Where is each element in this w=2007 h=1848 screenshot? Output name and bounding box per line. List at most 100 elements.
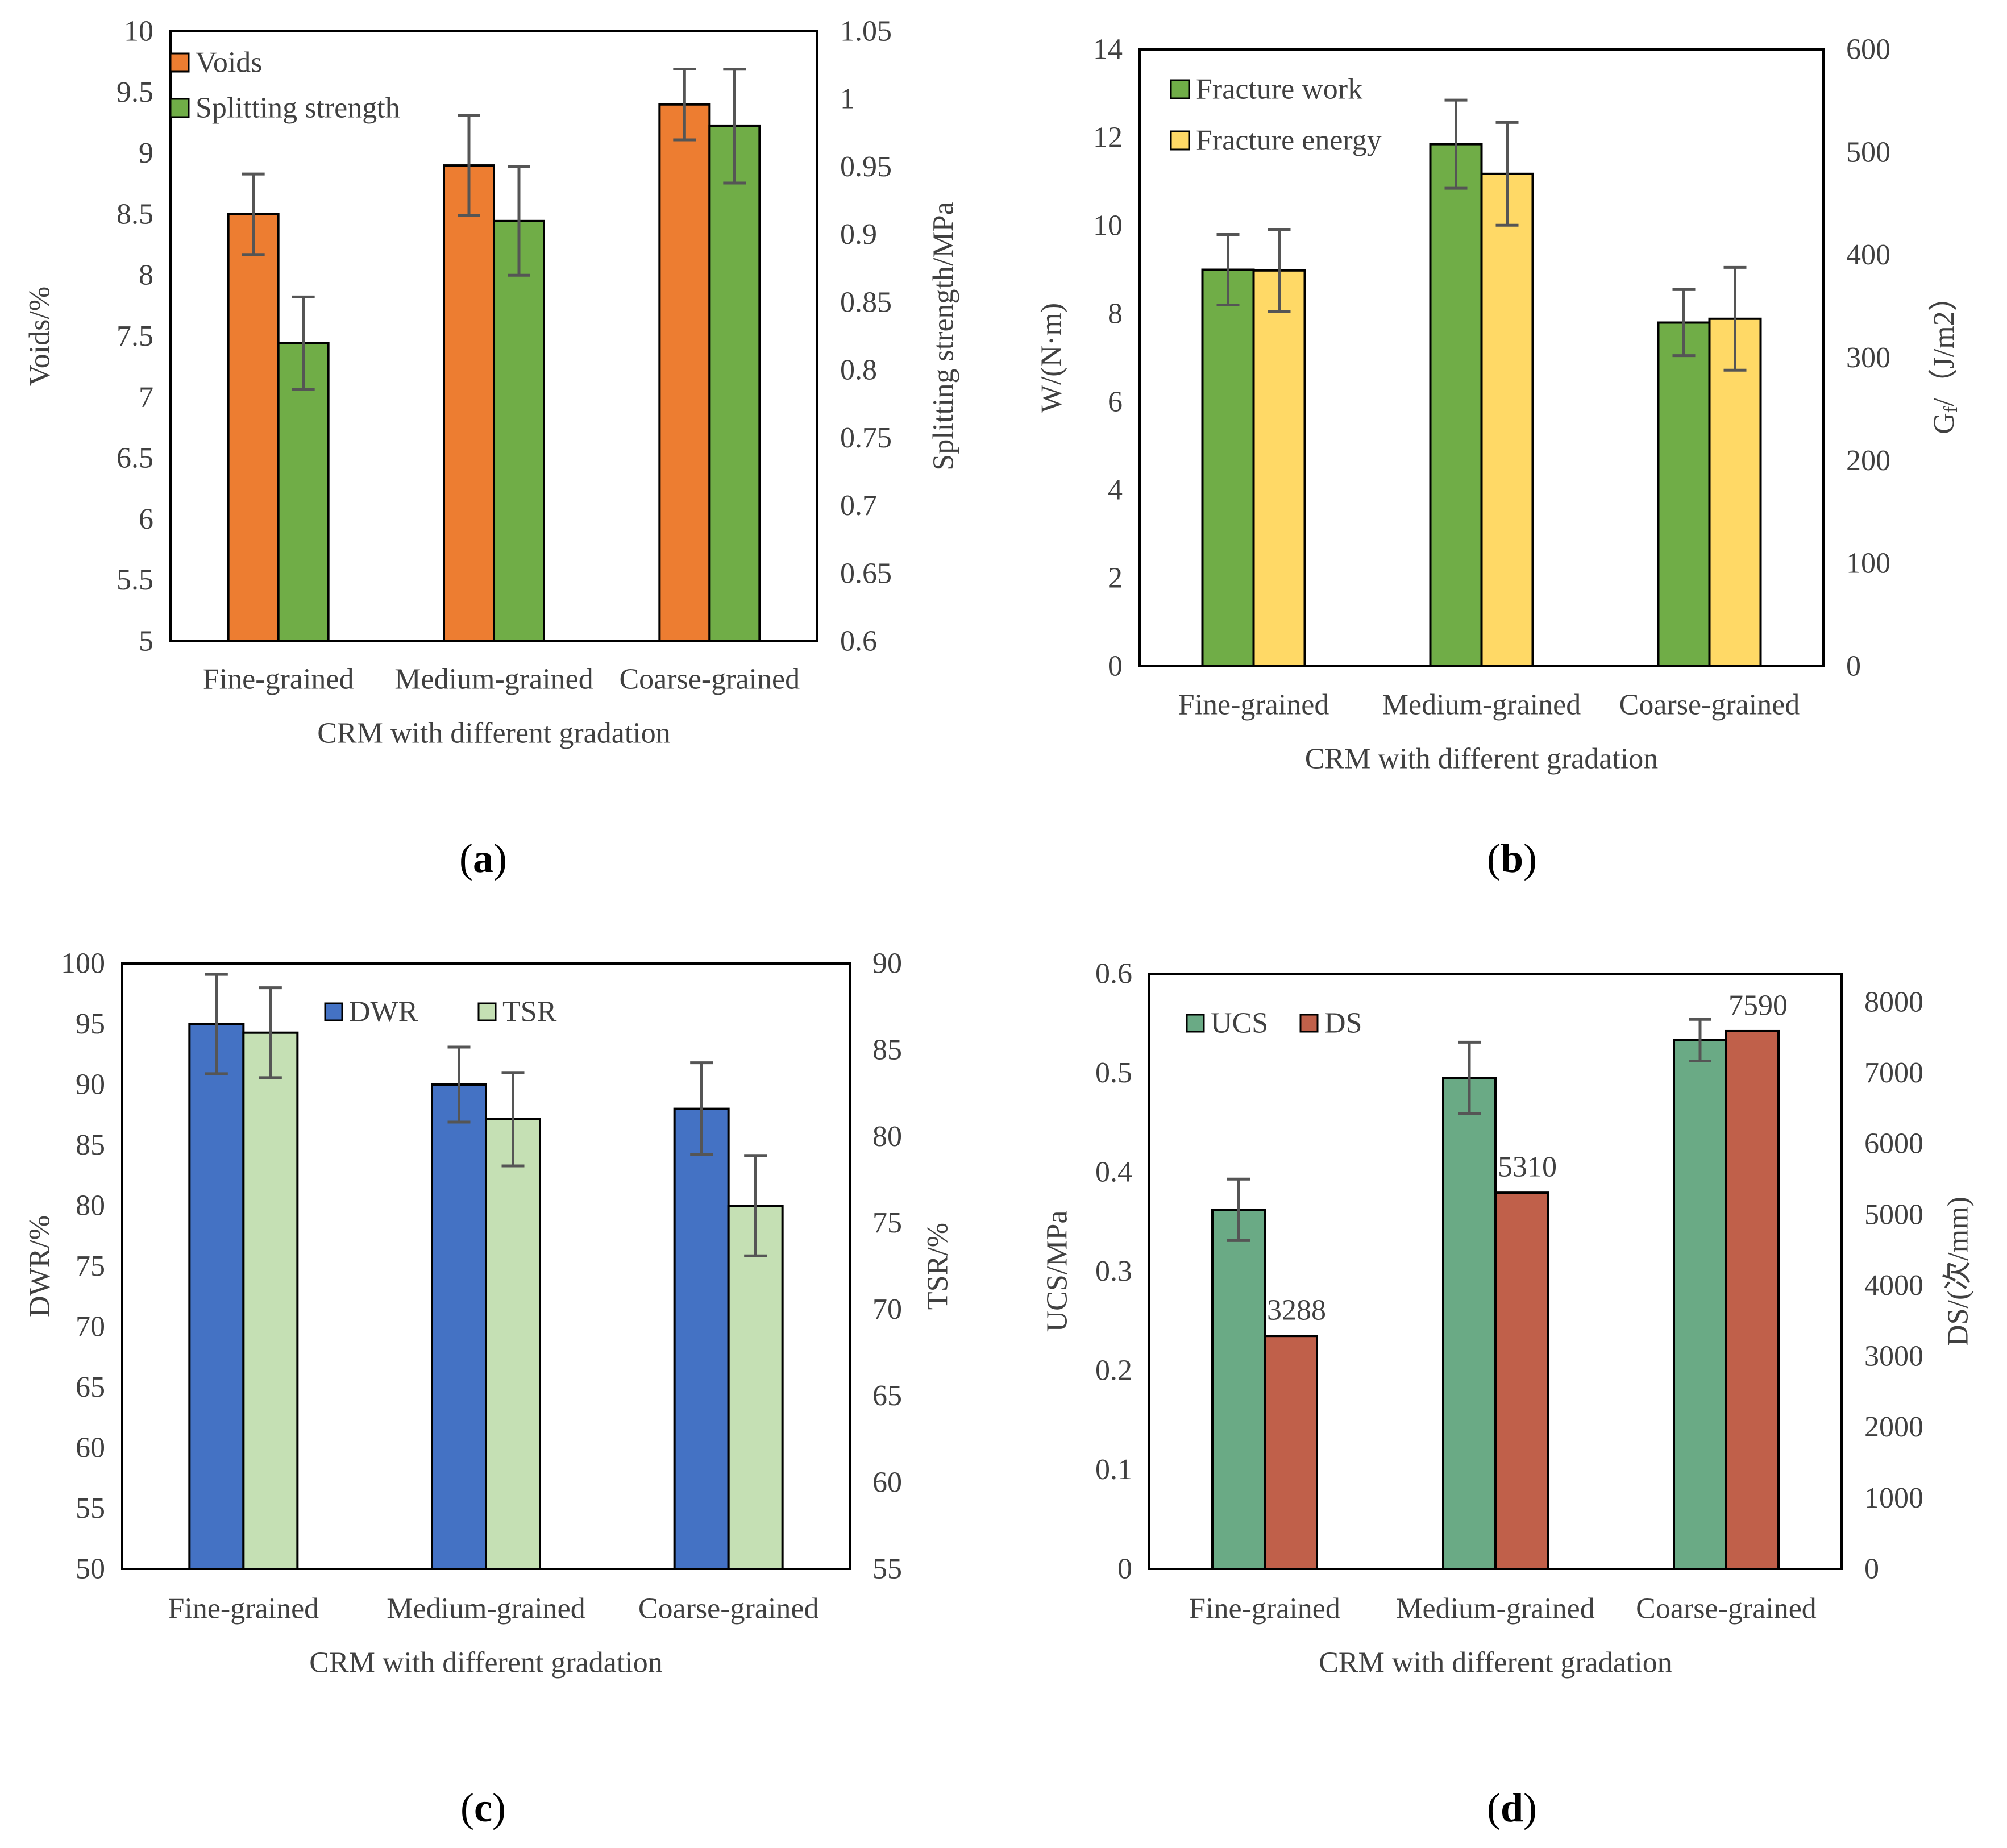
legend-label: Voids bbox=[196, 47, 263, 79]
bar-fracture-work bbox=[1657, 321, 1711, 667]
bar-fracture-work bbox=[1201, 268, 1255, 667]
bar-fracture-energy bbox=[1708, 317, 1762, 667]
bar-splitting-strength bbox=[277, 342, 330, 642]
y2-tick-label: 7000 bbox=[1864, 1057, 1923, 1089]
x-tick-label: Coarse-grained bbox=[1619, 689, 1800, 721]
x-tick-label: Medium-grained bbox=[394, 663, 593, 696]
y2-tick-label: 3000 bbox=[1864, 1340, 1923, 1373]
bar-ucs bbox=[1442, 1077, 1497, 1570]
legend-label: DS bbox=[1324, 1007, 1362, 1040]
x-tick-label: Fine-grained bbox=[1189, 1593, 1340, 1625]
chart-panel-c: 50 55 60 65 70 75 80 85 90 95 100 55 60 65 70 75 80 85 90 F… bbox=[24, 948, 954, 1831]
y-tick-label: 8 bbox=[139, 259, 153, 292]
bar-ucs bbox=[1211, 1209, 1266, 1571]
y2-tick-label: 4000 bbox=[1864, 1269, 1923, 1302]
bar-fracture-energy bbox=[1252, 269, 1306, 667]
y-tick-label: 7 bbox=[139, 381, 153, 413]
panel-label: (d) bbox=[1487, 1785, 1537, 1830]
y2-tick-label: 500 bbox=[1846, 136, 1890, 168]
y-tick-label: 100 bbox=[61, 948, 105, 980]
y-tick-label: 4 bbox=[1108, 474, 1123, 506]
y-tick-label: 50 bbox=[76, 1553, 105, 1585]
y2-tick-label: 5000 bbox=[1864, 1198, 1923, 1231]
y2-tick-label: 2000 bbox=[1864, 1411, 1923, 1443]
y-tick-label: 9.5 bbox=[117, 76, 153, 109]
bar-dwr bbox=[431, 1083, 487, 1570]
y-tick-label: 2 bbox=[1108, 562, 1123, 595]
y-tick-label: 80 bbox=[76, 1190, 105, 1222]
x-tick-label: Fine-grained bbox=[203, 663, 354, 696]
y-tick-label: 75 bbox=[76, 1250, 105, 1282]
x-axis-label: CRM with different gradation bbox=[1319, 1647, 1672, 1679]
y2-tick-label: 0.6 bbox=[840, 625, 877, 658]
y-tick-label: 8 bbox=[1108, 298, 1123, 330]
x-tick-label: Coarse-grained bbox=[638, 1593, 819, 1625]
y-tick-label: 0.5 bbox=[1095, 1057, 1132, 1089]
bar-splitting-strength bbox=[708, 124, 761, 642]
data-label: 5310 bbox=[1498, 1151, 1557, 1183]
legend-swatch bbox=[1299, 1014, 1319, 1033]
y-tick-label: 7.5 bbox=[117, 320, 153, 352]
y2-tick-label: 0.9 bbox=[840, 218, 877, 251]
y2-tick-label: 0.8 bbox=[840, 354, 877, 387]
y-tick-label: 95 bbox=[76, 1008, 105, 1040]
legend-swatch bbox=[324, 1002, 343, 1021]
y2-tick-label: 0 bbox=[1846, 650, 1861, 683]
x-axis-label: CRM with different gradation bbox=[1305, 743, 1659, 775]
chart-panel-a: 5 5.5 6 6.5 7 7.5 8 8.5 9 9.5 10 0.6 0.65 0.7 0.75 0.8 0… bbox=[24, 15, 960, 882]
legend-swatch bbox=[169, 52, 190, 73]
x-tick-label: Medium-grained bbox=[1382, 689, 1581, 721]
y2-tick-label: 70 bbox=[872, 1293, 902, 1326]
y2-axis-label: TSR/% bbox=[922, 1223, 954, 1310]
x-tick-label: Medium-grained bbox=[387, 1593, 585, 1625]
y2-tick-label: 1.05 bbox=[840, 15, 892, 48]
y2-tick-label: 400 bbox=[1846, 239, 1890, 271]
chart-panel-b: 0 2 4 6 8 10 12 14 0 100 200 300 400 500 600 Fine-grain… bbox=[1036, 34, 1962, 882]
bar-ds bbox=[1494, 1191, 1549, 1571]
legend-swatch bbox=[169, 98, 190, 118]
y2-tick-label: 0.75 bbox=[840, 422, 892, 454]
y-tick-label: 60 bbox=[76, 1432, 105, 1464]
y-axis-label: Voids/% bbox=[24, 286, 56, 386]
legend-swatch bbox=[1186, 1014, 1205, 1033]
y-tick-label: 0.2 bbox=[1095, 1355, 1132, 1387]
data-label: 3288 bbox=[1267, 1294, 1326, 1327]
y2-tick-label: 80 bbox=[872, 1120, 902, 1153]
y2-tick-label: 90 bbox=[872, 948, 902, 980]
y2-axis-label: DS/(次/mm) bbox=[1942, 1197, 1975, 1346]
data-label: 7590 bbox=[1728, 989, 1788, 1021]
panel-label: (c) bbox=[460, 1785, 506, 1830]
y2-tick-label: 8000 bbox=[1864, 986, 1923, 1018]
bar-tsr bbox=[242, 1031, 299, 1570]
bar-voids bbox=[227, 213, 280, 642]
y-tick-label: 10 bbox=[1093, 210, 1123, 242]
y-tick-label: 85 bbox=[76, 1129, 105, 1161]
bar-fracture-work bbox=[1429, 143, 1483, 667]
x-tick-label: Coarse-grained bbox=[620, 663, 800, 696]
legend-label: Fracture work bbox=[1196, 73, 1362, 106]
y2-tick-label: 6000 bbox=[1864, 1128, 1923, 1160]
y-tick-label: 6 bbox=[139, 503, 153, 535]
y-tick-label: 0.3 bbox=[1095, 1255, 1132, 1288]
y-tick-label: 0.1 bbox=[1095, 1454, 1132, 1486]
y-tick-label: 90 bbox=[76, 1069, 105, 1101]
y2-tick-label: 75 bbox=[872, 1207, 902, 1239]
legend-label: Fracture energy bbox=[1196, 124, 1382, 157]
y-tick-label: 12 bbox=[1093, 122, 1123, 154]
y2-tick-label: 0 bbox=[1864, 1553, 1879, 1585]
bar-dwr bbox=[188, 1023, 245, 1570]
y2-tick-label: 1 bbox=[840, 83, 855, 115]
legend-label: DWR bbox=[349, 996, 418, 1028]
y2-tick-label: 60 bbox=[872, 1466, 902, 1498]
y-tick-label: 6 bbox=[1108, 386, 1123, 418]
y-tick-label: 10 bbox=[124, 15, 153, 48]
chart-panel-d: 0 0.1 0.2 0.3 0.4 0.5 0.6 0 1000 2000 3000 4000 5000… bbox=[1041, 958, 1975, 1831]
y-tick-label: 8.5 bbox=[117, 198, 153, 230]
y2-tick-label: 55 bbox=[872, 1553, 902, 1585]
panel-label: (b) bbox=[1487, 836, 1537, 881]
y-tick-label: 0 bbox=[1117, 1553, 1132, 1585]
y2-tick-label: 300 bbox=[1846, 342, 1890, 374]
y-tick-label: 65 bbox=[76, 1371, 105, 1403]
y-tick-label: 0.4 bbox=[1095, 1156, 1132, 1189]
bar-dwr bbox=[673, 1107, 730, 1570]
